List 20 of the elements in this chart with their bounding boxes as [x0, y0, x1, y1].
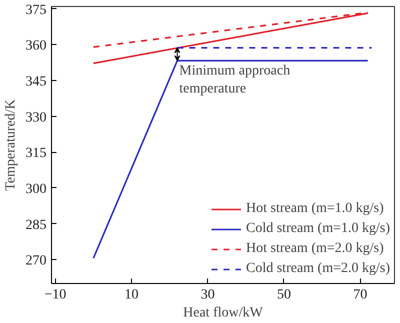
- y-tick-label: 360: [26, 38, 46, 54]
- y-tick-label: 300: [26, 182, 46, 197]
- legend-label: Hot stream (m=2.0 kg/s): [246, 241, 384, 257]
- legend-label: Hot stream (m=1.0 kg/s): [246, 201, 384, 217]
- y-axis-title: Temperatured/K: [4, 99, 18, 191]
- y-tick-label: 285: [26, 218, 46, 233]
- x-tick-label: 50: [276, 288, 291, 302]
- x-tick-label: 70: [353, 288, 368, 302]
- y-tick-label: 315: [26, 146, 46, 162]
- annotation: Minimum approach temperature: [179, 64, 290, 97]
- legend-label: Cold stream (m=2.0 kg/s): [246, 261, 390, 277]
- y-tick-label: 375: [26, 2, 46, 18]
- x-tick-label: 10: [124, 288, 139, 302]
- y-tick-label: 330: [26, 110, 46, 126]
- y-tick-label: 345: [26, 74, 46, 90]
- legend-label: Cold stream (m=1.0 kg/s): [246, 221, 390, 237]
- y-tick-label: 270: [26, 254, 46, 269]
- x-axis-title: Heat flow/kW: [183, 306, 264, 320]
- x-tick-label: 30: [200, 288, 215, 302]
- x-tick-label: −10: [44, 288, 66, 302]
